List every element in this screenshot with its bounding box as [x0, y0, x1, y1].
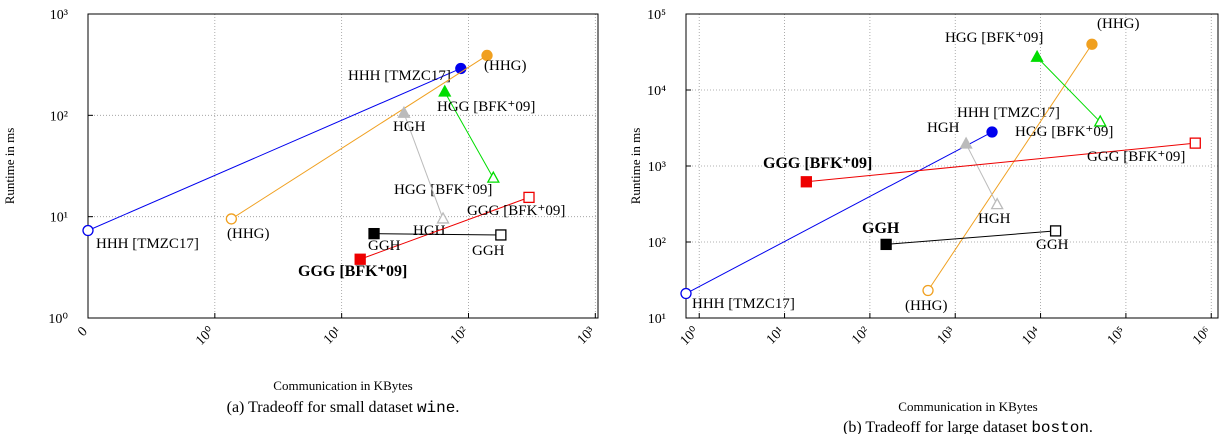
point	[1189, 137, 1201, 149]
caption-part: boston	[1031, 419, 1089, 434]
series-line	[1036, 56, 1101, 123]
caption: (a) Tradeoff for small dataset wine.	[227, 399, 460, 417]
point	[1030, 49, 1044, 62]
series-line	[374, 233, 501, 236]
y-tick-label: 10²	[648, 236, 666, 251]
point	[368, 227, 380, 240]
point-label: HHH [TMZC17]	[692, 296, 795, 312]
point-label: HHH [TMZC17]	[348, 68, 451, 84]
series-line	[685, 131, 993, 294]
point-label: HGH	[978, 211, 1011, 227]
point	[1086, 38, 1098, 50]
point	[225, 213, 238, 225]
series-line	[231, 55, 488, 220]
x-tick-label: 10⁵	[1105, 324, 1129, 348]
series-line	[806, 142, 1196, 183]
series-line	[965, 143, 998, 205]
x-axis-label: Communication in KBytes	[273, 378, 412, 393]
y-tick-label: 10²	[50, 109, 68, 124]
y-axis-label: Runtime in ms	[2, 128, 17, 205]
point	[82, 224, 94, 237]
point	[495, 229, 507, 241]
point	[436, 211, 450, 224]
point-label: HGG [BFK⁺09]	[394, 182, 492, 198]
x-tick-label: 10³	[575, 324, 598, 347]
point-label: HGG [BFK⁺09]	[945, 30, 1043, 46]
x-tick-label: 10¹	[764, 324, 787, 347]
caption-part: .	[455, 399, 459, 416]
point	[990, 197, 1004, 210]
series-line	[87, 68, 462, 231]
point-label: GGG [BFK⁺09]	[298, 263, 407, 280]
caption: (b) Tradeoff for large dataset boston.	[843, 419, 1093, 434]
point	[1093, 114, 1107, 127]
x-tick-label: 10⁰	[193, 324, 218, 349]
point	[481, 49, 493, 62]
point	[523, 191, 535, 204]
point-label: HGH	[393, 119, 426, 135]
series-line	[886, 230, 1056, 245]
point-label: (HHG)	[1097, 16, 1140, 32]
y-tick-label: 10⁴	[647, 84, 666, 99]
point-label: HGG [BFK⁺09]	[437, 99, 535, 115]
point-label: (HHG)	[905, 298, 948, 314]
y-tick-label: 10⁵	[647, 8, 666, 23]
caption-part: (a) Tradeoff for small dataset	[227, 399, 417, 416]
point-label: HGG [BFK⁺09]	[1015, 124, 1113, 140]
point	[438, 84, 452, 97]
x-tick-label: 10²	[448, 324, 471, 347]
series-line	[403, 113, 444, 220]
x-tick-label: 10⁶	[1190, 324, 1214, 348]
caption-part: (b) Tradeoff for large dataset	[843, 419, 1031, 434]
point	[1049, 225, 1062, 237]
point-label: (HHG)	[227, 226, 270, 242]
point-label: GGH	[472, 243, 505, 259]
x-tick-label: 10³	[935, 324, 958, 347]
point	[354, 253, 366, 265]
y-axis-label: Runtime in ms	[628, 128, 643, 205]
y-tick-label: 10¹	[50, 211, 68, 226]
point	[880, 238, 892, 251]
point-label: (HHG)	[484, 58, 527, 74]
point-label: GGH	[1036, 237, 1069, 253]
x-tick-label: 10⁰	[678, 324, 703, 349]
point	[486, 170, 500, 183]
point	[922, 284, 934, 297]
point	[680, 287, 692, 300]
point-label: HHH [TMZC17]	[96, 236, 199, 252]
point-label: GGH	[862, 220, 900, 237]
caption-part: wine	[417, 399, 455, 417]
x-tick-label: 10²	[849, 324, 872, 347]
point-label: GGG [BFK⁺09]	[467, 203, 565, 219]
point-label: GGG [BFK⁺09]	[1087, 149, 1185, 165]
y-tick-label: 10³	[648, 160, 666, 175]
series-line	[360, 196, 530, 260]
plot-frame	[87, 13, 599, 319]
y-tick-label: 10⁰	[48, 312, 68, 327]
x-tick-label: 10⁴	[1019, 324, 1043, 348]
y-tick-label: 10¹	[648, 312, 666, 327]
point	[959, 136, 973, 149]
x-axis-label: Communication in KBytes	[898, 399, 1037, 414]
point	[986, 126, 998, 138]
x-tick-label: 10¹	[321, 324, 344, 347]
point	[800, 176, 812, 188]
point-label: HGH	[927, 120, 960, 136]
y-tick-label: 10³	[50, 8, 68, 23]
point-label: GGH	[368, 238, 401, 254]
plot-frame	[685, 13, 1219, 319]
point-label: GGG [BFK⁺09]	[763, 155, 872, 172]
x-tick-label: 0	[75, 324, 91, 340]
series-line	[444, 91, 494, 179]
point-label: HHH [TMZC17]	[957, 105, 1060, 121]
point	[397, 105, 411, 118]
caption-part: .	[1089, 419, 1093, 434]
point-label: HGH	[413, 223, 446, 239]
